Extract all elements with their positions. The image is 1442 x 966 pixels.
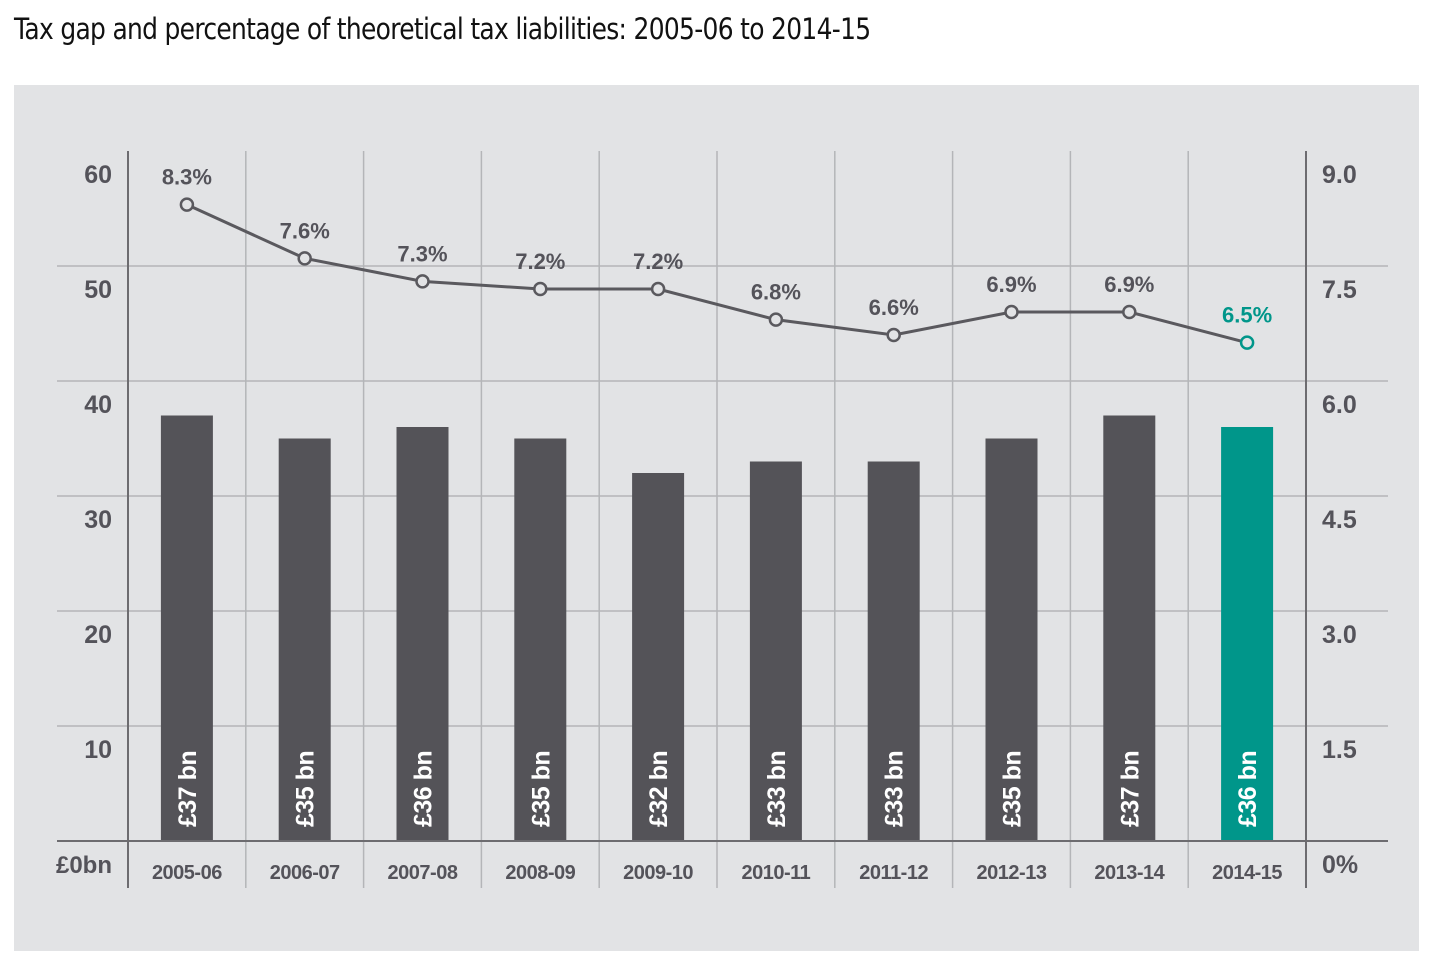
axes bbox=[57, 151, 1388, 888]
line-point-2007-08 bbox=[415, 274, 430, 289]
left-tick-label: 60 bbox=[84, 161, 112, 189]
x-tick-label: 2010-11 bbox=[742, 862, 811, 884]
gridlines bbox=[57, 151, 1388, 888]
line-point-2012-13 bbox=[1004, 304, 1019, 320]
x-tick-label: 2013-14 bbox=[1094, 862, 1165, 884]
line-value-label: 6.8% bbox=[751, 280, 801, 305]
x-tick-label: 2011-12 bbox=[859, 862, 928, 884]
bar-2014-15 bbox=[1221, 427, 1274, 841]
line-point-2011-12 bbox=[886, 327, 901, 343]
right-tick-label: 7.5 bbox=[1322, 276, 1357, 304]
line-value-label: 6.9% bbox=[986, 272, 1036, 297]
line-point-2013-14 bbox=[1122, 304, 1137, 320]
bar-2013-14 bbox=[1103, 415, 1156, 841]
left-tick-label: 50 bbox=[84, 276, 112, 304]
line-point-2008-09 bbox=[533, 281, 548, 297]
bar-value-label: £36 bn bbox=[1234, 751, 1262, 827]
x-tick-label: 2006-07 bbox=[270, 862, 340, 884]
line-value-label: 6.5% bbox=[1222, 303, 1272, 328]
right-tick-label: 9.0 bbox=[1322, 161, 1357, 189]
bar-value-label: £36 bn bbox=[410, 751, 438, 827]
left-tick-label: 10 bbox=[84, 736, 112, 764]
bar-value-label: £37 bn bbox=[174, 751, 202, 827]
line-value-label: 6.9% bbox=[1104, 272, 1154, 297]
right-tick-label: 4.5 bbox=[1322, 506, 1357, 534]
percentage-line-path bbox=[186, 203, 1248, 345]
bar-value-label: £33 bn bbox=[881, 751, 909, 827]
bar-value-label: £37 bn bbox=[1116, 751, 1144, 827]
labels: £37 bn £35 bn £36 bn £35 bn £32 bn £33 bn £33 … bbox=[56, 161, 1358, 884]
x-tick-label: 2009-10 bbox=[623, 862, 693, 884]
bar-2012-13 bbox=[985, 438, 1038, 841]
chart-title: Tax gap and percentage of theoretical ta… bbox=[14, 12, 871, 46]
line-value-label: 7.3% bbox=[397, 241, 447, 266]
line-value-label: 6.6% bbox=[869, 295, 919, 320]
line-value-label: 8.3% bbox=[162, 165, 212, 190]
bar-value-label: £35 bn bbox=[527, 751, 555, 827]
left-tick-label: 30 bbox=[84, 506, 112, 534]
bar-2006-07 bbox=[278, 438, 331, 841]
x-tick-label: 2008-09 bbox=[505, 862, 575, 884]
line-point-2009-10 bbox=[650, 281, 666, 297]
left-tick-label: £0bn bbox=[56, 852, 112, 879]
bar-value-label: £35 bn bbox=[292, 751, 320, 827]
bars bbox=[160, 415, 1274, 841]
bar-2010-11 bbox=[749, 461, 802, 841]
x-tick-label: 2005-06 bbox=[152, 862, 222, 884]
left-tick-label: 20 bbox=[84, 621, 112, 649]
bar-2009-10 bbox=[632, 473, 685, 841]
percentage-line bbox=[179, 197, 1255, 350]
bar-2011-12 bbox=[867, 461, 920, 841]
line-point-2005-06 bbox=[179, 197, 195, 212]
left-tick-label: 40 bbox=[84, 391, 112, 419]
line-point-2010-11 bbox=[768, 312, 784, 327]
line-value-label: 7.2% bbox=[633, 249, 683, 274]
line-point-2014-15 bbox=[1239, 335, 1255, 350]
x-tick-label: 2012-13 bbox=[977, 862, 1047, 884]
line-value-label: 7.6% bbox=[280, 218, 330, 243]
bar-2007-08 bbox=[396, 427, 449, 841]
bar-value-label: £33 bn bbox=[763, 751, 791, 827]
right-tick-label: 0% bbox=[1322, 851, 1358, 879]
line-value-label: 7.2% bbox=[515, 249, 565, 274]
bar-2005-06 bbox=[160, 415, 213, 841]
line-point-2006-07 bbox=[297, 251, 312, 266]
x-tick-label: 2014-15 bbox=[1212, 862, 1282, 884]
x-tick-label: 2007-08 bbox=[388, 862, 458, 884]
bar-value-label: £32 bn bbox=[645, 751, 673, 827]
bar-value-label: £35 bn bbox=[999, 751, 1027, 827]
bar-2008-09 bbox=[514, 438, 567, 841]
right-tick-label: 6.0 bbox=[1322, 391, 1357, 419]
right-tick-label: 1.5 bbox=[1322, 736, 1357, 764]
right-tick-label: 3.0 bbox=[1322, 621, 1357, 649]
